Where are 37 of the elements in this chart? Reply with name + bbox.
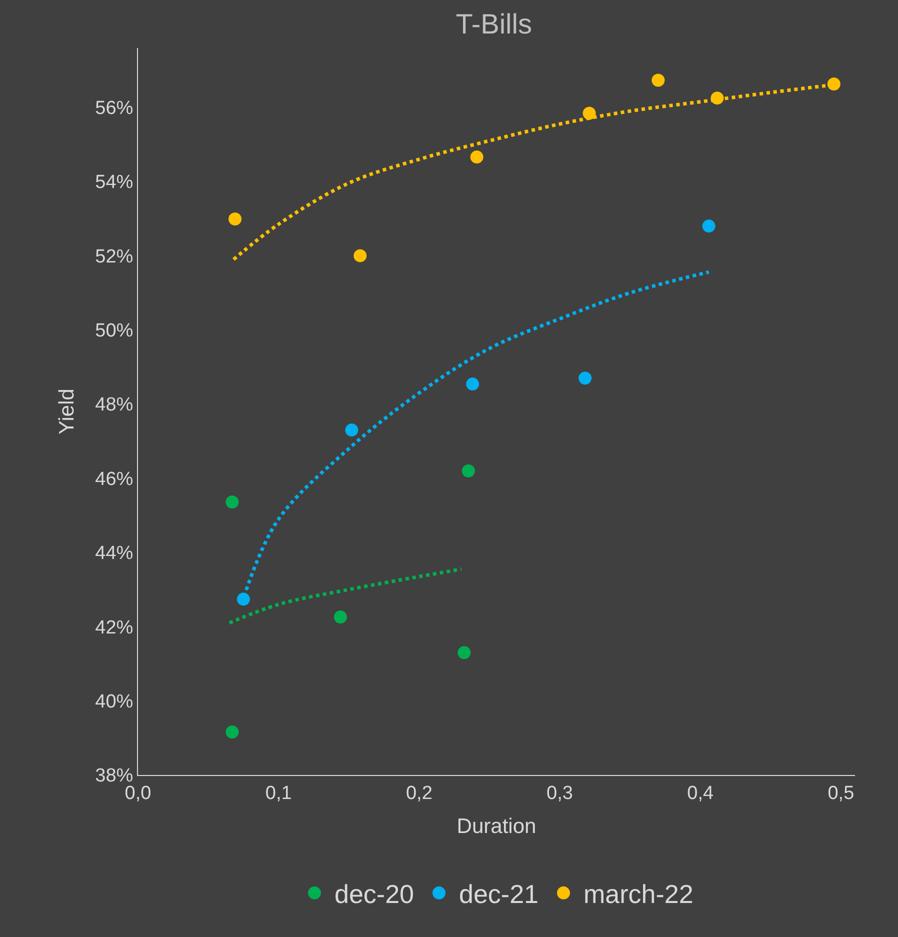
point — [228, 212, 242, 226]
point — [652, 74, 665, 87]
point — [345, 424, 358, 437]
point — [334, 610, 347, 624]
y-tick-label: 48% — [95, 394, 134, 416]
line-series — [244, 270, 711, 592]
y-tick-label: 52% — [95, 246, 134, 268]
y-tick-label: 40% — [95, 691, 134, 712]
point — [226, 496, 239, 508]
y-tick-label: 54% — [95, 172, 134, 194]
y-axis-title: Yield — [55, 388, 78, 434]
y-tick-label: 44% — [95, 543, 134, 564]
x-tick-label: 0,1 — [265, 782, 292, 804]
point — [236, 592, 250, 606]
point — [470, 150, 484, 164]
legend-label: march-22 — [584, 879, 694, 910]
x-tick-label: 0,4 — [687, 782, 714, 804]
point — [226, 725, 239, 738]
chart-title: T-Bills — [456, 8, 532, 40]
point — [578, 372, 592, 385]
point — [466, 378, 480, 391]
y-tick-label: 42% — [95, 617, 134, 638]
point — [462, 464, 475, 478]
y-tick-label: 50% — [95, 320, 134, 342]
y-tick-label: 56% — [95, 98, 134, 119]
x-tick-label: 0,3 — [546, 782, 573, 804]
legend-label: dec-20 — [334, 879, 414, 910]
y-tick-label: 46% — [95, 468, 134, 490]
x-tick-label: 0,2 — [406, 782, 432, 804]
point — [458, 646, 471, 660]
x-axis-title: Duration — [456, 815, 536, 838]
x-tick-label: 0,5 — [828, 782, 854, 804]
point — [827, 77, 840, 90]
line-series — [228, 567, 464, 625]
point — [702, 220, 716, 233]
legend-label: dec-21 — [459, 879, 538, 910]
point — [354, 249, 367, 262]
